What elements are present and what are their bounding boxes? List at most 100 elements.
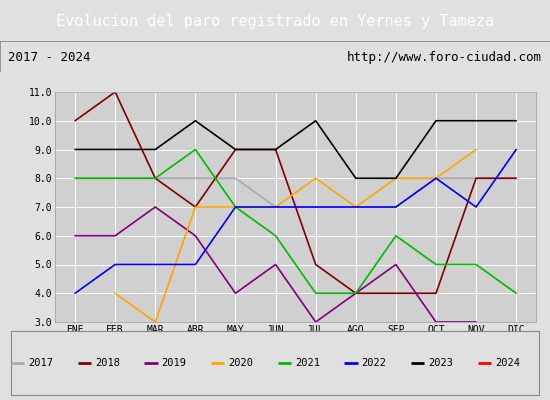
2020 [353, 205, 359, 210]
2018 [393, 291, 399, 296]
Line: 2017: 2017 [75, 178, 516, 207]
2022 [152, 262, 158, 267]
2021 [353, 291, 359, 296]
2021 [433, 262, 439, 267]
2022 [272, 205, 279, 210]
2018 [232, 147, 239, 152]
2021 [473, 262, 480, 267]
2018 [433, 291, 439, 296]
Text: 2022: 2022 [362, 358, 387, 368]
2022 [232, 205, 239, 210]
2021 [393, 233, 399, 238]
2023 [473, 118, 480, 123]
2020 [433, 176, 439, 181]
2017 [433, 176, 439, 181]
2023 [393, 176, 399, 181]
2019 [232, 291, 239, 296]
2021 [272, 233, 279, 238]
2017 [393, 205, 399, 210]
2023 [272, 147, 279, 152]
2017 [513, 176, 520, 181]
2019 [192, 233, 199, 238]
Text: 2017 - 2024: 2017 - 2024 [8, 51, 91, 64]
2020 [192, 205, 199, 210]
2017 [72, 176, 78, 181]
Line: 2023: 2023 [75, 121, 516, 178]
2018 [272, 147, 279, 152]
2019 [393, 262, 399, 267]
2017 [473, 176, 480, 181]
2018 [72, 118, 78, 123]
2018 [513, 176, 520, 181]
2021 [152, 176, 158, 181]
2021 [513, 291, 520, 296]
2019 [72, 233, 78, 238]
2017 [312, 205, 319, 210]
Text: 2023: 2023 [428, 358, 453, 368]
2018 [112, 90, 118, 94]
2022 [513, 147, 520, 152]
2020 [312, 176, 319, 181]
2019 [272, 262, 279, 267]
2017 [272, 205, 279, 210]
2020 [272, 205, 279, 210]
FancyBboxPatch shape [11, 331, 539, 395]
2018 [152, 176, 158, 181]
Text: 2019: 2019 [162, 358, 186, 368]
Text: Evolucion del paro registrado en Yernes y Tameza: Evolucion del paro registrado en Yernes … [56, 14, 494, 29]
2019 [152, 205, 158, 210]
2021 [192, 147, 199, 152]
2017 [232, 176, 239, 181]
Text: 2021: 2021 [295, 358, 320, 368]
2023 [152, 147, 158, 152]
Text: 2018: 2018 [95, 358, 120, 368]
2020 [112, 291, 118, 296]
2021 [312, 291, 319, 296]
2019 [433, 320, 439, 324]
2022 [112, 262, 118, 267]
2018 [312, 262, 319, 267]
2018 [353, 291, 359, 296]
Text: 2024: 2024 [495, 358, 520, 368]
2023 [353, 176, 359, 181]
2022 [353, 205, 359, 210]
2020 [473, 147, 480, 152]
2017 [152, 176, 158, 181]
2019 [353, 291, 359, 296]
2021 [232, 205, 239, 210]
Text: 2017: 2017 [28, 358, 53, 368]
2019 [473, 320, 480, 324]
2017 [353, 205, 359, 210]
2022 [72, 291, 78, 296]
2018 [473, 176, 480, 181]
Text: 2020: 2020 [228, 358, 254, 368]
2021 [72, 176, 78, 181]
2018 [192, 205, 199, 210]
2023 [112, 147, 118, 152]
2023 [72, 147, 78, 152]
2020 [232, 205, 239, 210]
2023 [433, 118, 439, 123]
2019 [312, 320, 319, 324]
2023 [312, 118, 319, 123]
2017 [112, 176, 118, 181]
2022 [473, 205, 480, 210]
2017 [192, 176, 199, 181]
2021 [112, 176, 118, 181]
Line: 2019: 2019 [75, 207, 476, 322]
Text: http://www.foro-ciudad.com: http://www.foro-ciudad.com [346, 51, 542, 64]
2019 [112, 233, 118, 238]
Line: 2018: 2018 [75, 92, 516, 293]
2023 [192, 118, 199, 123]
Line: 2021: 2021 [75, 150, 516, 293]
2022 [393, 205, 399, 210]
2022 [433, 176, 439, 181]
2022 [192, 262, 199, 267]
2020 [152, 320, 158, 324]
2023 [513, 118, 520, 123]
2023 [232, 147, 239, 152]
Line: 2022: 2022 [75, 150, 516, 293]
2020 [393, 176, 399, 181]
2022 [312, 205, 319, 210]
Line: 2020: 2020 [115, 150, 476, 322]
